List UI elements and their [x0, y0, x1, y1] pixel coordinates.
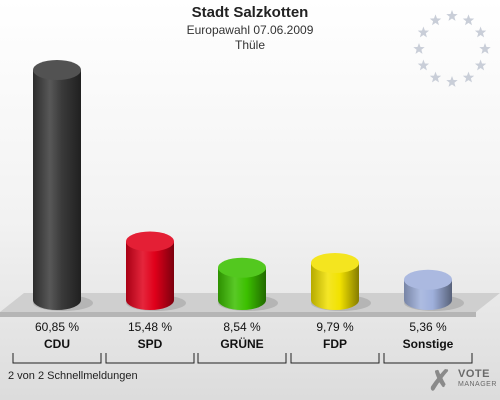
eu-star — [413, 43, 425, 54]
category-bracket — [12, 353, 102, 364]
checkmark-x-icon: ✗ — [428, 365, 452, 396]
bar-spd — [126, 231, 186, 311]
category-label: FDP — [323, 337, 347, 351]
bar-top — [126, 231, 174, 252]
bar-body — [218, 267, 266, 310]
vote-manager-logo: ✗ VOTE MANAGER — [428, 366, 498, 398]
bar-body — [311, 262, 359, 310]
eu-star — [474, 59, 487, 71]
chart-subtitle: Europawahl 07.06.2009 — [186, 23, 314, 37]
eu-star — [474, 26, 487, 38]
value-label: 5,36 % — [409, 320, 447, 334]
category-label: Sonstige — [403, 337, 454, 351]
eu-star — [417, 26, 430, 38]
eu-star — [429, 71, 442, 83]
bar-top — [404, 269, 452, 290]
bar-body — [126, 241, 174, 310]
logo-text-vote: VOTE — [458, 368, 490, 380]
eu-star — [417, 59, 430, 71]
chart-title: Stadt Salzkotten — [191, 4, 309, 21]
logo-text-manager: MANAGER — [458, 381, 497, 388]
bar-top — [33, 60, 81, 80]
status-text: 2 von 2 Schnellmeldungen — [8, 370, 138, 382]
eu-star — [446, 76, 458, 87]
category-bracket — [290, 353, 380, 364]
category-label: SPD — [138, 337, 163, 351]
eu-star — [462, 71, 475, 83]
category-bracket — [197, 353, 287, 364]
value-label: 60,85 % — [35, 320, 79, 334]
category-label: CDU — [44, 337, 70, 351]
category-bracket — [383, 353, 473, 364]
eu-stars-icon — [413, 10, 491, 87]
chart-location: Thüle — [234, 38, 266, 52]
value-label: 9,79 % — [316, 320, 354, 334]
value-label: 15,48 % — [128, 320, 172, 334]
bar-sonstige — [404, 269, 464, 311]
bar-body — [33, 70, 81, 310]
category-label: GRÜNE — [220, 336, 263, 351]
eu-star — [429, 14, 442, 26]
bar-top — [218, 257, 266, 278]
bar-fdp — [311, 252, 371, 311]
eu-star — [446, 10, 458, 21]
value-label: 8,54 % — [223, 320, 261, 334]
bar-top — [311, 252, 359, 273]
chart-floor-edge — [0, 312, 476, 317]
bar-cdu — [33, 60, 93, 311]
category-bracket — [105, 353, 195, 364]
eu-star — [479, 43, 491, 54]
bar-grüne — [218, 257, 278, 311]
eu-star — [462, 14, 475, 26]
